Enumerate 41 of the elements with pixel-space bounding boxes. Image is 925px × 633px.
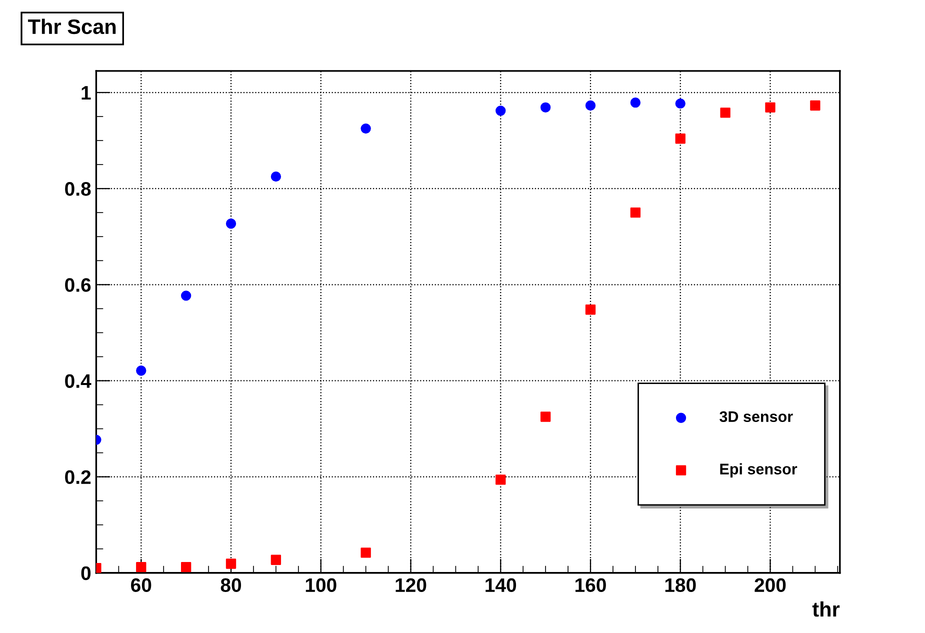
y-tick-label: 0.8 [65, 182, 91, 196]
point [630, 98, 641, 108]
x-axis-title: thr [812, 601, 840, 617]
point [226, 218, 236, 229]
x-tick-label: 120 [396, 578, 426, 592]
legend-label: 3D sensor [720, 411, 793, 422]
point [180, 290, 192, 301]
point [585, 100, 596, 111]
x-tick-label: 180 [665, 578, 696, 592]
point [496, 106, 506, 116]
x-tick-label: 160 [576, 578, 606, 592]
x-tick-label: 100 [306, 578, 336, 592]
point [270, 171, 282, 182]
x-tick-label: 60 [131, 578, 152, 592]
y-tick-label: 0.6 [65, 278, 91, 292]
y-tick-label: 0.4 [65, 374, 92, 388]
point [675, 134, 686, 144]
y-tick-label: 0 [81, 566, 91, 580]
point [630, 208, 641, 218]
y-tick-label: 0.2 [65, 470, 91, 484]
legend-label: Epi sensor [720, 463, 798, 478]
point [585, 304, 596, 315]
point [360, 548, 371, 558]
x-tick-label: 80 [220, 578, 242, 592]
y-tick-label: 1 [82, 86, 91, 100]
point [270, 554, 282, 565]
x-tick-label: 140 [486, 578, 516, 592]
point [540, 102, 551, 112]
point [360, 123, 371, 134]
point [720, 108, 730, 118]
point [496, 474, 506, 485]
point [540, 412, 551, 422]
point [675, 98, 686, 109]
point [136, 562, 146, 572]
point [810, 100, 820, 111]
point [180, 562, 192, 572]
point [136, 366, 146, 376]
point [226, 558, 236, 569]
point [765, 102, 776, 112]
x-tick-label: 200 [754, 578, 786, 592]
chart-title: Thr Scan [28, 18, 116, 34]
